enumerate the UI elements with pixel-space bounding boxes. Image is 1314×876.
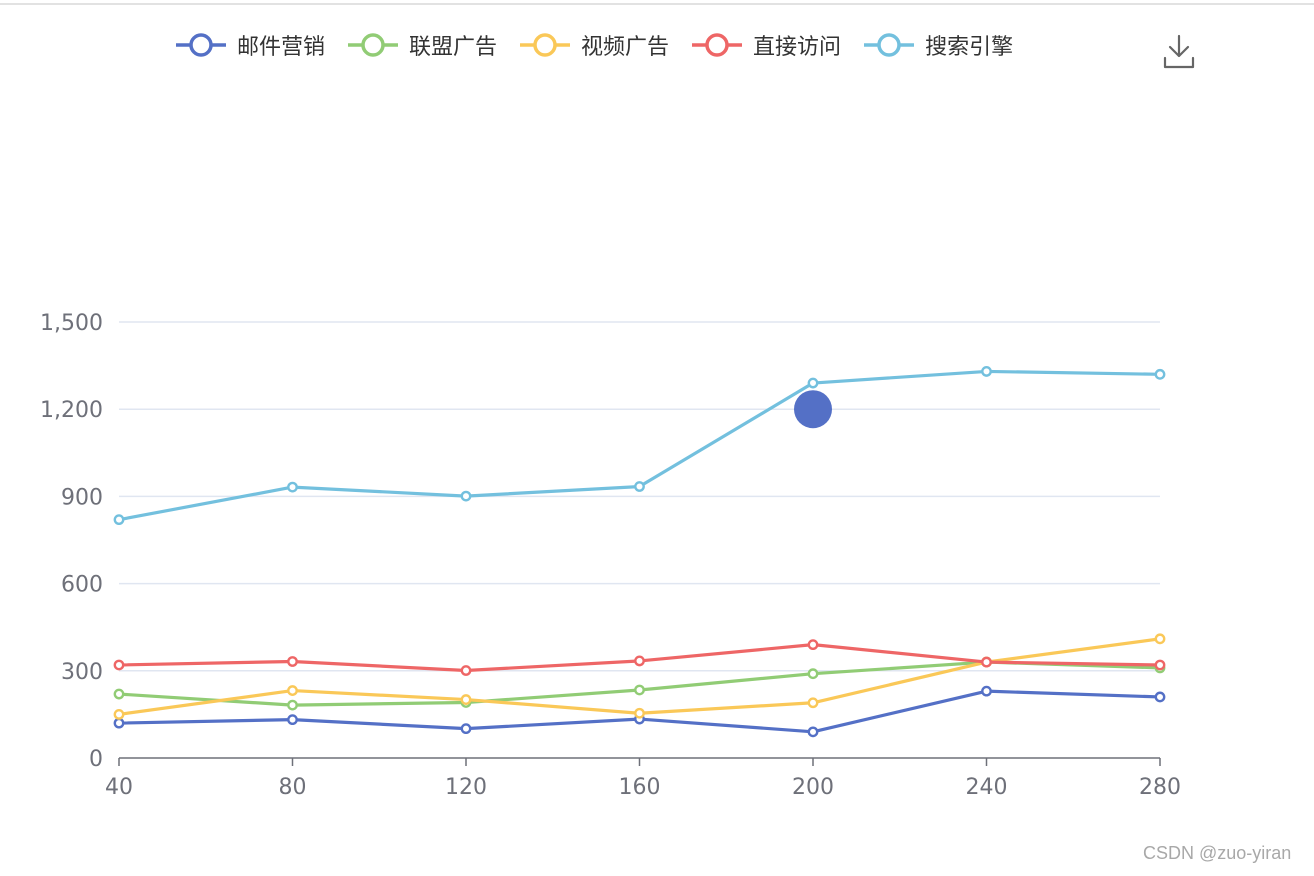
legend-label: 联盟广告 xyxy=(409,35,498,60)
data-point xyxy=(113,514,125,526)
watermark: CSDN @zuo-yiran xyxy=(1143,843,1292,863)
legend-label: 直接访问 xyxy=(753,35,842,60)
data-point xyxy=(460,665,472,676)
highlight-marker xyxy=(794,390,832,429)
y-tick-label: 300 xyxy=(61,660,103,685)
data-point xyxy=(287,714,298,726)
chart-legend: 邮件营销 联盟广告 视频广告 直接访问 搜索引擎 xyxy=(175,28,1035,62)
data-point xyxy=(113,717,125,729)
data-point xyxy=(1154,368,1166,380)
x-tick-label: 120 xyxy=(445,775,487,800)
legend-marker-icon xyxy=(692,33,743,57)
x-tick-label: 280 xyxy=(1139,775,1181,800)
legend-item[interactable]: 邮件营销 xyxy=(175,29,325,61)
data-point xyxy=(287,699,298,711)
data-point xyxy=(981,656,992,668)
legend-item[interactable]: 直接访问 xyxy=(691,29,841,61)
series-line xyxy=(118,660,1161,707)
data-point xyxy=(113,688,125,700)
data-point xyxy=(113,709,125,720)
data-point xyxy=(981,366,992,377)
download-icon[interactable] xyxy=(1162,34,1196,70)
data-point xyxy=(807,668,819,680)
data-point xyxy=(1154,633,1166,645)
y-tick-label: 1,200 xyxy=(40,398,103,423)
x-tick-label: 160 xyxy=(619,775,661,800)
y-tick-label: 1,500 xyxy=(40,311,103,336)
data-point xyxy=(113,659,125,671)
x-tick-label: 240 xyxy=(966,775,1008,800)
data-point xyxy=(1154,659,1166,671)
x-tick-label: 40 xyxy=(105,775,133,800)
data-point xyxy=(460,694,472,705)
data-point xyxy=(807,639,819,651)
data-point xyxy=(1154,691,1166,703)
data-point xyxy=(287,685,298,696)
data-point xyxy=(634,655,645,667)
data-point xyxy=(287,481,298,493)
legend-label: 视频广告 xyxy=(581,35,670,60)
legend-item[interactable]: 联盟广告 xyxy=(347,29,497,61)
data-point xyxy=(981,685,992,697)
y-tick-label: 600 xyxy=(61,573,103,598)
data-point xyxy=(634,684,645,696)
legend-marker-icon xyxy=(176,33,226,57)
data-point xyxy=(634,707,645,719)
legend-item[interactable]: 视频广告 xyxy=(519,29,669,61)
series-line xyxy=(118,369,1161,522)
data-point xyxy=(287,656,298,667)
x-tick-label: 80 xyxy=(279,775,307,800)
data-point xyxy=(460,490,472,502)
legend-marker-icon xyxy=(864,33,915,57)
legend-marker-icon xyxy=(348,33,399,57)
top-divider xyxy=(0,3,1314,5)
data-point xyxy=(807,697,819,709)
data-point xyxy=(807,377,819,389)
y-tick-label: 0 xyxy=(89,747,103,772)
data-point xyxy=(807,726,819,738)
legend-item[interactable]: 搜索引擎 xyxy=(863,29,1013,61)
data-point xyxy=(634,481,645,492)
legend-label: 邮件营销 xyxy=(237,35,326,60)
y-tick-label: 900 xyxy=(61,485,103,510)
legend-label: 搜索引擎 xyxy=(925,35,1014,60)
data-point xyxy=(460,723,472,735)
x-tick-label: 200 xyxy=(792,775,834,800)
legend-marker-icon xyxy=(520,33,571,57)
